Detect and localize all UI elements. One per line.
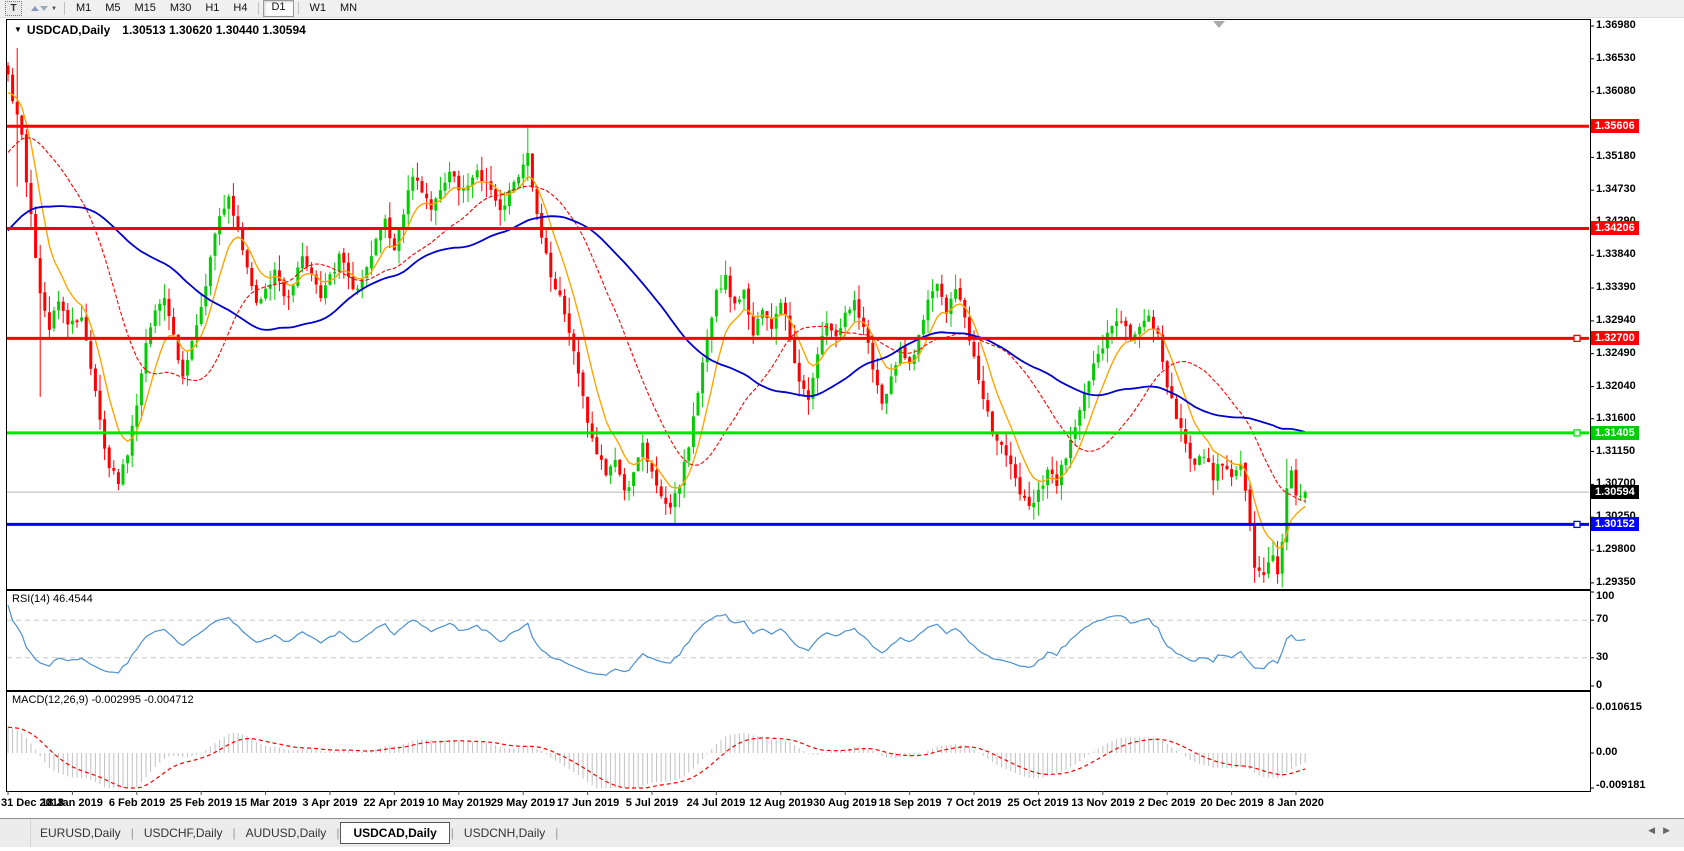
date-tick-label: 31 Dec 2018: [1, 797, 64, 809]
date-tick-label: 20 Dec 2019: [1200, 797, 1264, 809]
date-tick-label: 15 Mar 2019: [234, 797, 298, 809]
toolbar-separator: [297, 2, 299, 15]
main-chart-window[interactable]: [6, 19, 1591, 590]
price-tick-label: 1.32490: [1596, 347, 1636, 359]
date-tick-label: 2 Dec 2019: [1138, 797, 1196, 809]
level-price-tag[interactable]: 1.31405: [1591, 426, 1639, 440]
date-tick-label: 24 Jul 2019: [686, 797, 746, 809]
tabs-scroll-left-icon[interactable]: ◀: [1648, 825, 1664, 835]
price-tick-label: 1.35180: [1596, 150, 1636, 162]
current-price-tag: 1.30594: [1591, 485, 1639, 499]
timeframe-button-m5[interactable]: M5: [105, 2, 121, 14]
date-tick-label: 3 Apr 2019: [302, 797, 358, 809]
timeframe-button-d1[interactable]: D1: [263, 0, 294, 17]
rsi-indicator-label: RSI(14) 46.4544: [12, 593, 93, 605]
date-tick-label: 13 Nov 2019: [1071, 797, 1135, 809]
tab-bar-corner: [0, 819, 31, 847]
tabs-scroll-right-icon[interactable]: ▶: [1663, 825, 1678, 835]
rsi-tick-label: 70: [1596, 613, 1609, 625]
tab-audusd-daily[interactable]: AUDUSD,Daily: [245, 826, 327, 840]
price-scale[interactable]: [1590, 19, 1684, 789]
date-tick-label: 30 Aug 2019: [813, 797, 877, 809]
timeframe-button-m30[interactable]: M30: [169, 2, 192, 14]
toolbar-separator: [258, 2, 260, 15]
date-tick-label: 6 Feb 2019: [108, 797, 166, 809]
toolbar-separator: [63, 2, 65, 15]
macd-tick-label: 0.00: [1596, 746, 1618, 758]
date-tick-label: 12 Aug 2019: [749, 797, 813, 809]
date-tick-label: 18 Sep 2019: [878, 797, 942, 809]
tab-separator: |: [555, 826, 559, 840]
date-tick-label: 22 Apr 2019: [363, 797, 425, 809]
price-tick-label: 1.32940: [1596, 314, 1636, 326]
tab-separator: |: [232, 826, 236, 840]
chart-ohlc-values: 1.30513 1.30620 1.30440 1.30594: [122, 23, 306, 37]
chart-symbol-label: USDCAD,Daily: [26, 23, 111, 37]
price-tick-label: 1.34730: [1596, 183, 1636, 195]
price-tick-label: 1.31600: [1596, 412, 1636, 424]
price-tick-label: 1.36980: [1596, 19, 1636, 31]
date-tick-label: 10 May 2019: [426, 797, 492, 809]
tab-eurusd-daily[interactable]: EURUSD,Daily: [40, 826, 121, 840]
tab-usdcnh-daily[interactable]: USDCNH,Daily: [463, 826, 546, 840]
price-tick-label: 1.36530: [1596, 52, 1636, 64]
timeframe-button-mn[interactable]: MN: [340, 2, 358, 14]
price-tick-label: 1.29800: [1596, 543, 1636, 555]
price-tick-label: 1.31150: [1596, 445, 1636, 457]
level-price-tag[interactable]: 1.35606: [1591, 119, 1639, 133]
symbol-tab-bar: EURUSD,Daily | USDCHF,Daily | AUDUSD,Daily | U…: [0, 818, 1684, 847]
rsi-tick-label: 0: [1596, 679, 1603, 691]
timeframe-button-h4[interactable]: H4: [233, 2, 248, 14]
collapse-chart-icon[interactable]: ▼: [14, 25, 22, 34]
level-price-tag[interactable]: 1.34206: [1591, 221, 1639, 235]
chart-title: ▼ USDCAD,Daily 1.30513 1.30620 1.30440 1.3…: [14, 23, 306, 37]
date-tick-label: 25 Feb 2019: [169, 797, 233, 809]
timeframe-button-w1[interactable]: W1: [309, 2, 327, 14]
rsi-tick-label: 100: [1596, 590, 1615, 602]
macd-indicator-label: MACD(12,26,9) -0.002995 -0.004712: [12, 694, 194, 706]
tab-separator: |: [336, 826, 340, 840]
level-price-tag[interactable]: 1.30152: [1591, 517, 1639, 531]
macd-tick-label: 0.010615: [1596, 701, 1642, 713]
tab-usdcad-daily[interactable]: USDCAD,Daily: [340, 822, 450, 844]
timeframe-button-m15[interactable]: M15: [134, 2, 156, 14]
macd-window[interactable]: [6, 691, 1591, 792]
tab-usdchf-daily[interactable]: USDCHF,Daily: [143, 826, 223, 840]
tab-separator: |: [450, 826, 454, 840]
chevron-down-icon: ▼: [51, 5, 57, 12]
rsi-tick-label: 30: [1596, 651, 1609, 663]
date-tick-label: 5 Jul 2019: [625, 797, 679, 809]
price-tick-label: 1.36080: [1596, 85, 1636, 97]
date-tick-label: 17 Jun 2019: [556, 797, 620, 809]
timeframe-button-m1[interactable]: M1: [75, 2, 92, 14]
date-tick-label: 7 Oct 2019: [946, 797, 1002, 809]
timeframe-button-h1[interactable]: H1: [205, 2, 220, 14]
text-tool-button[interactable]: T: [5, 1, 22, 16]
price-tick-label: 1.32040: [1596, 380, 1636, 392]
rsi-window[interactable]: [6, 590, 1591, 691]
cycle-up-icon: [31, 6, 39, 11]
price-tick-label: 1.33840: [1596, 248, 1636, 260]
tab-separator: |: [130, 826, 134, 840]
price-tick-label: 1.29350: [1596, 576, 1636, 588]
top-toolbar: T ▼ M1 M5 M15 M30 H1 H4 D1 W1 MN: [0, 0, 1684, 18]
date-tick-label: 29 May 2019: [490, 797, 556, 809]
date-tick-label: 18 Jan 2019: [41, 797, 103, 809]
cycle-symbols-button[interactable]: ▼: [28, 1, 60, 16]
macd-tick-label: -0.009181: [1596, 779, 1646, 791]
cycle-down-icon: [40, 6, 48, 11]
level-price-tag[interactable]: 1.32700: [1591, 331, 1639, 345]
price-tick-label: 1.33390: [1596, 281, 1636, 293]
date-tick-label: 25 Oct 2019: [1007, 797, 1069, 809]
date-tick-label: 8 Jan 2020: [1268, 797, 1324, 809]
timeframe-toolbar: M1 M5 M15 M30 H1 H4 D1 W1 MN: [69, 0, 364, 17]
